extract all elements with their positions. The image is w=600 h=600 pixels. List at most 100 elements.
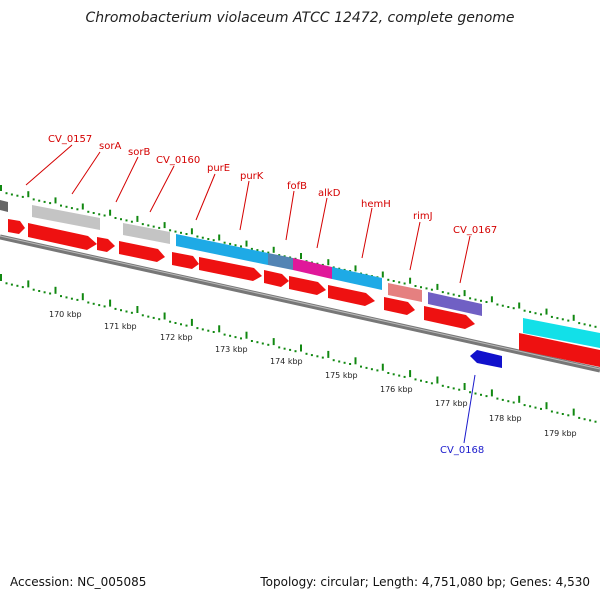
feature-track (0, 200, 600, 348)
tick-minor (550, 315, 553, 318)
gene-label[interactable]: CV_0157 (48, 134, 92, 145)
gene-label[interactable]: hemH (361, 199, 391, 210)
tick-minor (485, 301, 488, 303)
tick-major (327, 259, 330, 266)
cds-arrow-forward[interactable] (28, 223, 97, 250)
gene-label[interactable]: alkD (318, 188, 341, 199)
tick-major (27, 280, 30, 288)
tick-minor (398, 374, 401, 377)
gene-label[interactable]: rimJ (413, 211, 433, 222)
gene-label[interactable]: CV_0168 (440, 445, 484, 456)
cds-arrow-forward[interactable] (519, 333, 600, 367)
gene-label[interactable]: purK (240, 171, 264, 182)
feature-block-cyan[interactable] (176, 234, 268, 265)
tick-minor (229, 242, 232, 245)
cds-arrow-forward[interactable] (424, 306, 475, 329)
tick-minor (201, 328, 204, 331)
tick-major (463, 383, 466, 390)
tick-minor (583, 323, 586, 326)
tick-major (518, 302, 521, 309)
tick-minor (474, 298, 477, 301)
tick-major (436, 376, 439, 384)
tick-major (27, 191, 30, 198)
tick-major (136, 215, 139, 222)
tick-minor (76, 298, 79, 301)
tick-minor (485, 395, 488, 398)
tick-minor (43, 291, 46, 294)
gene-label[interactable]: purE (207, 163, 230, 174)
tick-minor (70, 297, 73, 300)
tick-minor (589, 324, 592, 327)
tick-major (381, 363, 384, 371)
tick-minor (65, 296, 68, 299)
cds-arrow-forward[interactable] (199, 257, 262, 281)
cds-arrow-forward[interactable] (384, 297, 415, 315)
tick-minor (561, 318, 564, 321)
tick-minor (589, 419, 592, 422)
tick-major (163, 312, 166, 320)
feature-block-cyan[interactable] (332, 267, 382, 290)
cds-arrow-forward[interactable] (97, 237, 115, 252)
tick-major (54, 197, 57, 204)
tick-minor (147, 224, 150, 227)
tick-minor (458, 294, 461, 297)
cds-arrow-forward[interactable] (172, 252, 199, 269)
tick-minor (469, 391, 472, 394)
tick-minor (120, 218, 122, 221)
tick-minor (512, 401, 515, 404)
tick-minor (38, 290, 41, 292)
feature-block-magenta[interactable] (293, 258, 332, 279)
tick-minor (60, 295, 62, 298)
tick-major (190, 228, 193, 235)
tick-minor (523, 404, 526, 407)
cds-arrow-forward[interactable] (264, 270, 289, 287)
tick-minor (398, 281, 401, 284)
tick-minor (343, 361, 346, 364)
tick-minor (130, 220, 133, 223)
tick-minor (60, 204, 62, 207)
gene-label[interactable]: sorA (99, 141, 121, 152)
feature-block-gray[interactable] (32, 205, 100, 230)
gene-label[interactable]: CV_0160 (156, 155, 200, 166)
tick-major (463, 290, 466, 297)
cds-arrow-forward[interactable] (119, 241, 165, 262)
tick-minor (578, 416, 581, 419)
tick-minor (441, 384, 444, 387)
feature-block-gray[interactable] (123, 223, 170, 244)
tick-major (518, 395, 521, 403)
gene-label[interactable]: fofB (287, 181, 307, 192)
tick-minor (289, 348, 292, 351)
gene-label[interactable]: CV_0167 (453, 225, 497, 236)
tick-major (218, 325, 221, 333)
tick-minor (169, 229, 172, 232)
feature-block-gray-dark[interactable] (0, 200, 8, 212)
tick-minor (480, 299, 482, 302)
feature-block-aqua[interactable] (523, 318, 600, 348)
scale-tick-label: 173 kbp (215, 345, 248, 354)
tick-major (81, 203, 84, 210)
cds-arrow-forward[interactable] (328, 285, 375, 306)
scale-tick-label: 176 kbp (380, 385, 413, 394)
tick-minor (496, 303, 499, 306)
tick-minor (523, 309, 526, 312)
feature-block-steelblue[interactable] (268, 253, 293, 270)
cds-arrow-forward[interactable] (289, 276, 326, 295)
feature-block-purple[interactable] (428, 292, 482, 316)
tick-minor (234, 244, 237, 247)
tick-minor (16, 284, 19, 287)
tick-major (163, 222, 166, 229)
topology-label: Topology: circular; Length: 4,751,080 bp… (260, 575, 590, 589)
scale-tick-label: 172 kbp (160, 333, 193, 342)
tick-minor (21, 286, 24, 289)
tick-minor (250, 247, 253, 250)
cds-arrow-reverse[interactable] (470, 350, 502, 368)
feature-block-salmon[interactable] (388, 283, 422, 302)
tick-minor (240, 337, 242, 340)
gene-label[interactable]: sorB (128, 147, 150, 158)
tick-minor (223, 333, 226, 336)
tick-minor (125, 219, 128, 222)
cds-arrow-forward[interactable] (8, 219, 25, 234)
tick-minor (321, 356, 324, 359)
tick-major (409, 277, 412, 284)
tick-minor (283, 347, 286, 350)
